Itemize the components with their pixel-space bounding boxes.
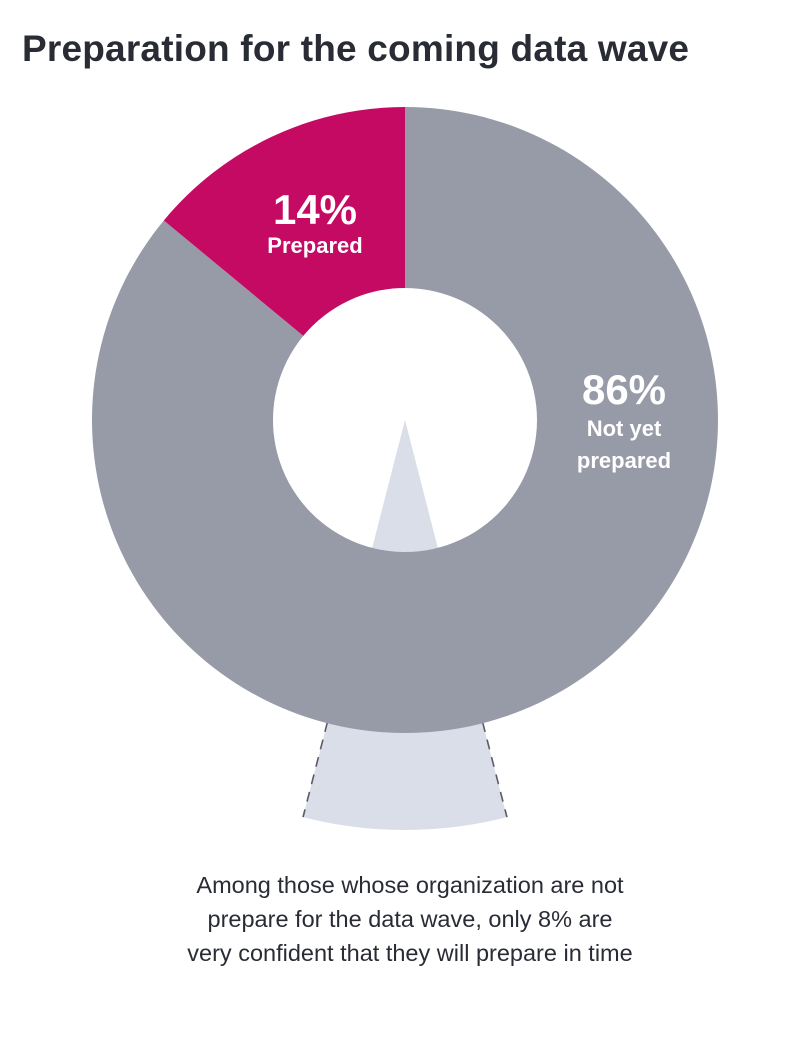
caption-line-1: Among those whose organization are not [196, 872, 624, 898]
prepared-category-label: Prepared [267, 233, 362, 258]
chart-caption: Among those whose organization are not p… [100, 868, 720, 970]
caption-line-2: prepare for the data wave, only 8% are [207, 906, 613, 932]
slice-prepared [163, 106, 405, 336]
not-prepared-percent-label: 86% [582, 366, 666, 413]
chart-title: Preparation for the coming data wave [22, 28, 690, 69]
not-prepared-label-line-2: prepared [577, 448, 671, 473]
slice-not-yet-prepared [91, 107, 718, 733]
caption-line-3: very confident that they will prepare in… [187, 940, 633, 966]
not-prepared-label-line-1: Not yet [587, 416, 662, 441]
prepared-percent-label: 14% [273, 186, 357, 233]
